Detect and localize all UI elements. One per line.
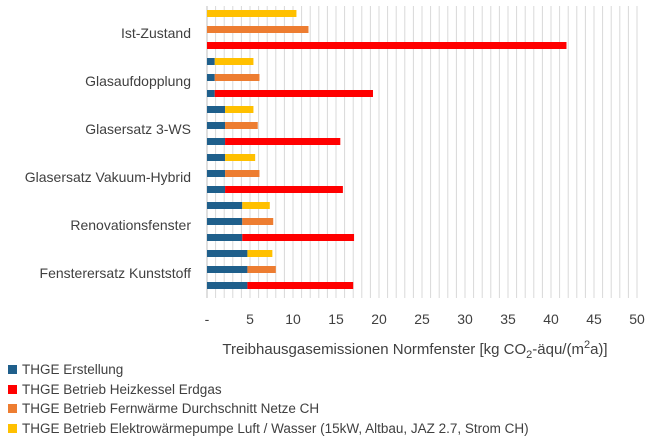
category-label: Fensterersatz Kunststoff xyxy=(40,265,192,281)
legend-item: THGE Betrieb Heizkessel Erdgas xyxy=(8,380,529,400)
bar-segment-betrieb xyxy=(225,138,341,145)
category-label: Renovationsfenster xyxy=(70,217,191,233)
bar-segment-erstellung xyxy=(207,106,226,113)
bar-segment-betrieb xyxy=(225,106,254,113)
bar-segment-erstellung xyxy=(207,202,243,209)
bar-segment-betrieb xyxy=(214,74,260,81)
bar-segment-erstellung xyxy=(207,218,243,225)
category-label: Glasersatz 3-WS xyxy=(85,121,191,137)
legend-item: THGE Betrieb Elektrowärmepumpe Luft / Wa… xyxy=(8,419,529,438)
category-labels: Ist-Zustand Glasaufdopplung Glasersatz 3-W… xyxy=(25,25,192,281)
x-tick-labels: - 5 10 15 20 25 30 35 40 45 50 xyxy=(205,311,645,327)
x-tick-label: - xyxy=(205,311,210,327)
x-tick-label: 50 xyxy=(629,311,645,327)
bar-segment-betrieb xyxy=(207,42,567,49)
legend: THGE Erstellung THGE Betrieb Heizkessel E… xyxy=(8,360,529,438)
bar-segment-betrieb xyxy=(247,266,276,273)
bar-segment-betrieb xyxy=(207,10,297,17)
bar-segment-betrieb xyxy=(242,234,355,241)
bar-chart: Ist-Zustand Glasaufdopplung Glasersatz 3-W… xyxy=(25,6,645,360)
legend-label: THGE Erstellung xyxy=(22,362,124,377)
x-tick-label: 30 xyxy=(457,311,473,327)
bar-segment-betrieb xyxy=(247,250,273,257)
bar-segment-betrieb xyxy=(207,26,309,33)
category-label: Glasersatz Vakuum-Hybrid xyxy=(25,169,191,185)
x-axis-label: Treibhausgasemissionen Normfenster [kg C… xyxy=(222,339,607,360)
bar-segment-betrieb xyxy=(247,282,354,289)
category-label: Glasaufdopplung xyxy=(85,73,191,89)
bar-segment-betrieb xyxy=(225,154,256,161)
bar-segment-betrieb xyxy=(214,58,254,65)
bar-segment-betrieb xyxy=(242,218,274,225)
bar-segment-erstellung xyxy=(207,250,248,257)
x-tick-label: 5 xyxy=(246,311,254,327)
bar-segment-erstellung xyxy=(207,282,248,289)
x-tick-label: 20 xyxy=(371,311,387,327)
bar-segment-betrieb xyxy=(242,202,270,209)
legend-swatch xyxy=(8,365,17,375)
x-tick-label: 15 xyxy=(328,311,344,327)
x-tick-label: 25 xyxy=(414,311,430,327)
bar-segment-erstellung xyxy=(207,170,226,177)
bars xyxy=(207,10,567,289)
legend-item: THGE Betrieb Fernwärme Durchschnitt Netz… xyxy=(8,399,529,419)
bar-segment-erstellung xyxy=(207,90,215,97)
legend-item: THGE Erstellung xyxy=(8,360,529,380)
legend-label: THGE Betrieb Elektrowärmepumpe Luft / Wa… xyxy=(22,420,529,436)
bar-segment-erstellung xyxy=(207,74,215,81)
category-label: Ist-Zustand xyxy=(121,25,191,41)
legend-swatch xyxy=(8,404,17,414)
bar-segment-erstellung xyxy=(207,186,226,193)
bar-segment-erstellung xyxy=(207,58,215,65)
x-tick-label: 45 xyxy=(586,311,602,327)
legend-label: THGE Betrieb Fernwärme Durchschnitt Netz… xyxy=(22,401,320,416)
bar-segment-erstellung xyxy=(207,266,248,273)
bar-segment-betrieb xyxy=(225,186,343,193)
bar-segment-erstellung xyxy=(207,154,226,161)
bar-segment-erstellung xyxy=(207,122,226,129)
gridlines xyxy=(206,6,638,298)
legend-label: THGE Betrieb Heizkessel Erdgas xyxy=(22,381,222,397)
bar-segment-erstellung xyxy=(207,138,226,145)
x-tick-label: 10 xyxy=(285,311,301,327)
bar-segment-erstellung xyxy=(207,234,243,241)
legend-swatch xyxy=(8,384,17,394)
bar-segment-betrieb xyxy=(225,122,258,129)
legend-swatch xyxy=(8,423,17,433)
x-tick-label: 40 xyxy=(543,311,559,327)
bar-segment-betrieb xyxy=(214,90,373,97)
bar-segment-betrieb xyxy=(225,170,260,177)
x-tick-label: 35 xyxy=(500,311,516,327)
